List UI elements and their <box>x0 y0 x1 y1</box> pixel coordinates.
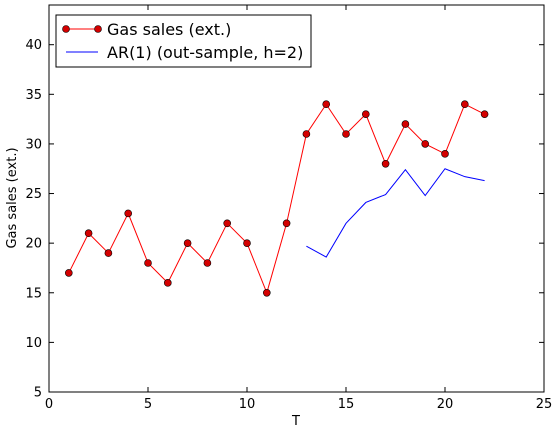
data-point-gas-sales <box>421 140 430 148</box>
plot-frame <box>48 4 545 393</box>
x-tick-label: 15 <box>338 397 355 412</box>
y-tick-label: 30 <box>25 137 42 152</box>
data-point-gas-sales <box>361 110 370 118</box>
y-tick-label: 40 <box>25 38 42 53</box>
x-axis-label: T <box>291 414 300 429</box>
data-point-gas-sales <box>84 229 93 238</box>
legend-marker-gas-sales <box>62 25 70 33</box>
data-point-gas-sales <box>183 239 192 247</box>
data-point-gas-sales <box>441 150 449 158</box>
legend-label-ar1: AR(1) (out-sample, h=2) <box>107 43 303 62</box>
data-point-gas-sales <box>203 259 212 267</box>
legend: Gas sales (ext.) AR(1) (out-sample, h=2) <box>55 14 312 68</box>
data-point-gas-sales <box>282 219 291 228</box>
series-line-ar1-forecast <box>306 168 485 258</box>
x-tick-label: 20 <box>437 397 454 412</box>
data-point-gas-sales <box>262 288 271 297</box>
legend-label-gas-sales: Gas sales (ext.) <box>107 20 231 39</box>
data-point-gas-sales <box>460 100 469 109</box>
legend-box <box>55 14 312 68</box>
data-point-gas-sales <box>401 120 410 128</box>
data-point-gas-sales <box>144 259 152 267</box>
data-point-gas-sales <box>104 249 113 257</box>
series-layer <box>65 100 489 297</box>
data-point-gas-sales <box>65 269 73 277</box>
x-tick-label: 25 <box>536 397 553 412</box>
data-point-gas-sales <box>322 100 331 109</box>
data-point-gas-sales <box>124 209 132 218</box>
data-point-gas-sales <box>381 159 390 168</box>
x-tick-label: 5 <box>144 397 152 412</box>
y-tick-label: 20 <box>25 237 42 252</box>
data-point-gas-sales <box>302 130 311 138</box>
x-tick-label: 0 <box>45 397 53 412</box>
data-point-gas-sales <box>164 279 172 287</box>
y-tick-label: 25 <box>25 187 42 202</box>
series-line-gas-sales <box>68 103 485 295</box>
legend-marker-gas-sales <box>94 25 102 33</box>
y-axis-label: Gas sales (ext.) <box>5 147 20 248</box>
data-point-gas-sales <box>342 130 350 138</box>
data-point-gas-sales <box>243 239 251 247</box>
data-point-gas-sales <box>480 110 489 118</box>
y-tick-label: 10 <box>25 336 42 351</box>
x-tick-label: 10 <box>239 397 256 412</box>
y-tick-label: 5 <box>34 386 42 401</box>
y-tick-label: 15 <box>25 286 42 301</box>
data-point-gas-sales <box>223 219 231 228</box>
y-tick-label: 35 <box>25 88 42 103</box>
plot-area <box>49 5 544 392</box>
